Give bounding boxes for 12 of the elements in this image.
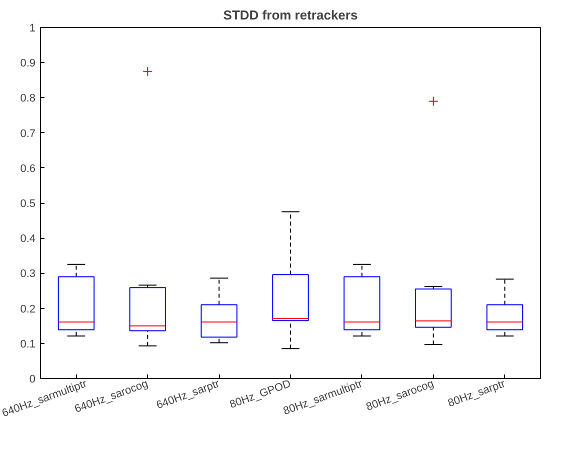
y-tick-label: 0.1	[20, 338, 36, 350]
chart-title: STDD from retrackers	[223, 8, 358, 22]
y-tick-label: 0.5	[20, 198, 36, 210]
y-tick-label: 0.4	[20, 233, 36, 246]
y-tick-label: 0.8	[20, 92, 36, 105]
y-tick-label: 0.7	[20, 128, 36, 140]
y-tick-label: 0.2	[20, 303, 36, 316]
y-tick-label: 0.3	[20, 268, 36, 280]
y-tick-label: 0.9	[20, 58, 36, 70]
y-tick-label: 0	[29, 374, 36, 386]
y-tick-label: 0.6	[20, 162, 36, 175]
y-tick-label: 1	[29, 22, 36, 34]
